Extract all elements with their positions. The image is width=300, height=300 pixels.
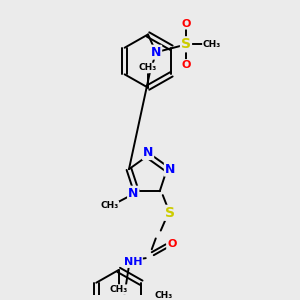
Text: NH: NH	[124, 257, 142, 267]
Text: CH₃: CH₃	[110, 285, 128, 294]
Text: CH₃: CH₃	[100, 201, 118, 210]
Text: O: O	[181, 60, 191, 70]
Text: S: S	[181, 37, 191, 51]
Text: S: S	[165, 206, 175, 220]
Text: N: N	[128, 187, 138, 200]
Text: CH₃: CH₃	[139, 63, 157, 72]
Text: N: N	[143, 146, 153, 159]
Text: O: O	[181, 19, 191, 28]
Text: CH₃: CH₃	[203, 40, 221, 49]
Text: N: N	[151, 46, 161, 59]
Text: N: N	[165, 163, 175, 176]
Text: CH₃: CH₃	[154, 291, 172, 300]
Text: O: O	[167, 239, 176, 249]
